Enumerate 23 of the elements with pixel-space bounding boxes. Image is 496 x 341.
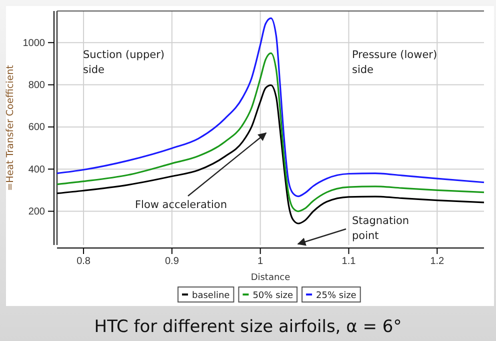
y-tick-label: 800: [28, 80, 46, 91]
x-axis-title: Distance: [250, 273, 291, 283]
x-tick-label: 0.9: [164, 256, 180, 268]
y-axis-title: =Heat Transfer Coefficient: [5, 64, 16, 191]
annotation: Flow acceleration: [135, 199, 227, 211]
annotation: Suction (upper) side: [83, 49, 164, 76]
legend-label: baseline: [192, 291, 230, 301]
line-series: [56, 84, 485, 224]
y-tick-label: 600: [28, 122, 46, 134]
line-series: [56, 17, 485, 198]
x-tick-label: 0.8: [76, 256, 91, 268]
legend-label: 25% size: [316, 291, 357, 301]
legend-label: 50% size: [252, 291, 294, 301]
y-tick-label: 1000: [22, 38, 46, 49]
x-tick-label: 1.2: [430, 256, 445, 268]
y-tick-label: 400: [28, 164, 46, 176]
annotation: Stagnation point: [352, 215, 410, 242]
y-tick-label: 200: [28, 206, 46, 218]
x-tick-label: 1.1: [342, 256, 356, 268]
annotation: Pressure (lower) side: [352, 49, 438, 76]
text: HTC for different size airfoils, α = 6°: [94, 317, 402, 337]
x-tick-label: 1: [258, 256, 264, 268]
line-series: [56, 52, 485, 212]
